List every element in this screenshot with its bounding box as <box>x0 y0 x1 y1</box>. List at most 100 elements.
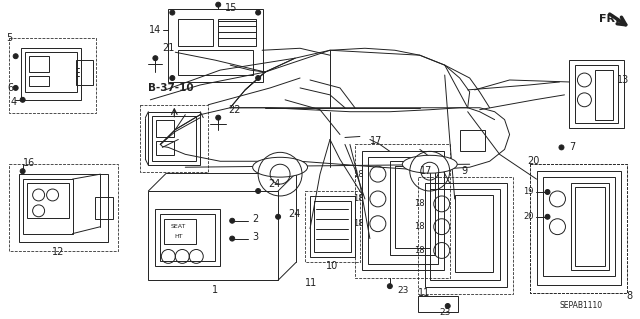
Bar <box>395 166 430 248</box>
Bar <box>20 48 81 100</box>
Bar <box>95 197 113 219</box>
Circle shape <box>153 56 158 61</box>
Circle shape <box>255 76 260 80</box>
Bar <box>305 191 360 262</box>
Bar <box>22 179 72 234</box>
Ellipse shape <box>403 155 457 173</box>
Text: 6: 6 <box>8 83 13 93</box>
Bar <box>156 141 174 155</box>
Text: 8: 8 <box>627 291 632 301</box>
Text: SEAT: SEAT <box>171 224 186 229</box>
Text: 21: 21 <box>163 43 175 53</box>
Text: 5: 5 <box>6 33 13 43</box>
Circle shape <box>13 85 18 90</box>
Bar <box>529 164 627 293</box>
Text: 19: 19 <box>523 188 534 197</box>
Bar <box>390 161 435 256</box>
Bar <box>152 116 196 161</box>
Bar <box>529 164 627 293</box>
Text: 17: 17 <box>420 166 432 176</box>
Bar <box>572 183 609 270</box>
Circle shape <box>276 214 280 219</box>
Text: 18: 18 <box>415 246 425 255</box>
Bar <box>148 191 278 280</box>
Bar <box>29 56 49 72</box>
Bar <box>460 130 484 151</box>
Bar <box>9 164 118 251</box>
Text: 13: 13 <box>617 75 629 85</box>
Text: 24: 24 <box>268 179 280 189</box>
Bar <box>156 120 174 137</box>
Text: 23: 23 <box>439 308 451 317</box>
Bar <box>595 70 613 120</box>
Bar <box>536 171 621 285</box>
Text: 20: 20 <box>527 156 540 166</box>
Text: 18: 18 <box>415 199 425 208</box>
Text: 17: 17 <box>370 137 382 146</box>
Circle shape <box>216 115 221 120</box>
Text: 18: 18 <box>415 222 425 231</box>
Bar <box>368 157 438 264</box>
Text: HT: HT <box>174 234 182 239</box>
Text: 12: 12 <box>52 248 65 257</box>
Circle shape <box>255 10 260 15</box>
Text: 18: 18 <box>353 170 364 179</box>
Bar <box>19 174 108 241</box>
Bar <box>418 177 513 294</box>
Bar <box>9 38 97 113</box>
Circle shape <box>216 2 221 7</box>
Circle shape <box>559 145 564 150</box>
Bar <box>140 105 208 172</box>
Bar <box>161 214 215 261</box>
Circle shape <box>170 76 175 80</box>
Bar <box>575 65 618 122</box>
Bar <box>314 201 351 252</box>
Bar <box>29 76 49 86</box>
Circle shape <box>170 10 175 15</box>
Circle shape <box>13 54 18 59</box>
Circle shape <box>20 97 25 102</box>
Bar <box>164 219 196 243</box>
Text: 11: 11 <box>418 288 430 298</box>
Text: 18: 18 <box>353 219 364 228</box>
Bar <box>355 145 450 278</box>
Polygon shape <box>161 108 509 169</box>
Text: 4: 4 <box>11 97 17 107</box>
Text: 22: 22 <box>228 105 241 115</box>
Bar <box>575 187 605 266</box>
Bar <box>362 151 444 270</box>
Bar <box>418 296 458 312</box>
Text: 20: 20 <box>523 212 534 221</box>
Bar <box>543 177 615 276</box>
Circle shape <box>445 303 450 308</box>
Bar <box>168 9 263 82</box>
Bar <box>179 50 253 75</box>
Text: 16: 16 <box>22 158 35 168</box>
Bar <box>25 52 77 92</box>
Ellipse shape <box>253 157 308 177</box>
Text: B-37-10: B-37-10 <box>148 83 194 93</box>
Circle shape <box>20 169 25 174</box>
Text: 23: 23 <box>398 286 409 295</box>
Text: 18: 18 <box>353 195 364 204</box>
Circle shape <box>255 189 260 194</box>
Circle shape <box>230 236 235 241</box>
Circle shape <box>545 189 550 195</box>
Text: 14: 14 <box>149 26 161 35</box>
Bar <box>179 19 213 46</box>
Bar <box>454 195 493 272</box>
Text: 11: 11 <box>305 278 317 288</box>
Bar <box>148 112 200 165</box>
Circle shape <box>230 218 235 223</box>
Circle shape <box>387 284 392 289</box>
Polygon shape <box>230 48 470 108</box>
Text: 1: 1 <box>212 285 218 295</box>
Text: 3: 3 <box>252 232 259 241</box>
Bar <box>310 196 355 257</box>
Text: SEPAB1110: SEPAB1110 <box>559 301 603 310</box>
Bar <box>218 19 256 46</box>
Bar <box>570 60 625 128</box>
Text: FR.: FR. <box>600 13 620 24</box>
Text: 10: 10 <box>326 261 338 271</box>
Bar <box>156 209 220 266</box>
